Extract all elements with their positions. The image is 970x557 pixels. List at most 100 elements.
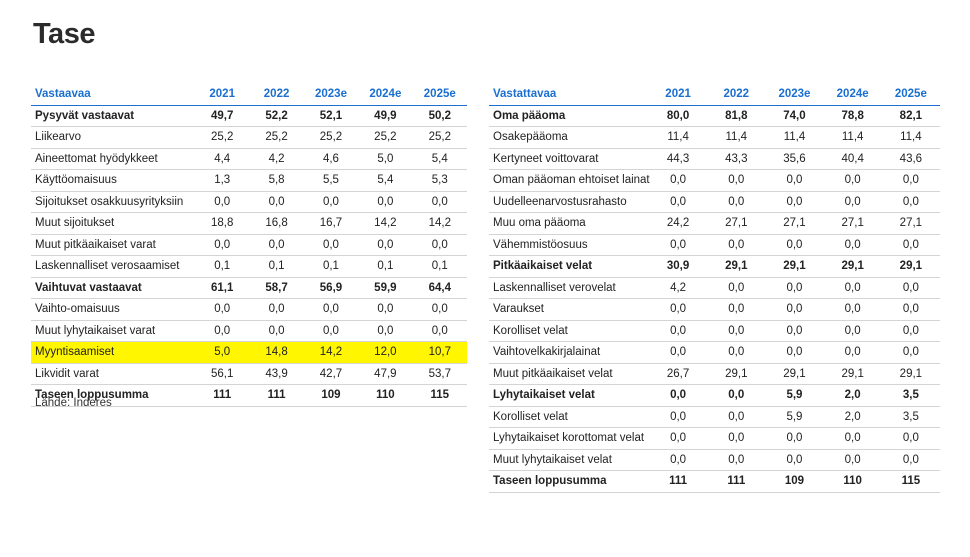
cell-value: 0,0 [377, 238, 394, 251]
cell-value: 0,0 [431, 195, 448, 208]
cell-value: 27,1 [725, 217, 748, 230]
cell-value: 44,3 [666, 152, 690, 165]
cell-value: 14,2 [428, 217, 451, 230]
cell-value: 5,0 [195, 341, 250, 363]
cell-value: 0,0 [431, 324, 448, 337]
row-label: Korolliset velat [493, 324, 568, 337]
cell-value: 0,0 [728, 174, 745, 187]
table-row: Muut pitkäaikaiset velat 26,7 29,1 29,1 29,1… [489, 363, 940, 385]
cell-value: 115 [430, 389, 450, 402]
cell-value: 0,0 [844, 303, 861, 316]
column-header: 2022 [707, 84, 766, 106]
cell-value: 111 [213, 389, 232, 402]
cell-value: 0,0 [786, 238, 803, 251]
table-row: Sijoitukset osakkuusyrityksiin 0,0 0,0 0,0 0… [31, 191, 467, 213]
cell-value: 10,7 [412, 341, 467, 363]
cell-value: 0,0 [268, 238, 285, 251]
cell-value: 47,9 [374, 367, 397, 380]
cell-value: 0,0 [728, 281, 745, 294]
table-row: Lyhytaikaiset velat 0,0 0,0 5,9 2,0 3,5 [489, 385, 940, 406]
cell-value: 0,0 [786, 346, 803, 359]
row-label: Korolliset velat [493, 410, 568, 423]
cell-value: 29,1 [841, 367, 864, 380]
cell-value: 0,0 [322, 324, 339, 337]
cell-value: 49,9 [374, 109, 397, 122]
table-row: Pysyvät vastaavat 49,7 52,2 52,1 49,9 50,2 [31, 105, 467, 127]
cell-value: 0,0 [844, 281, 861, 294]
row-label: Pysyvät vastaavat [35, 109, 135, 122]
row-label: Likvidit varat [35, 367, 99, 380]
cell-value: 0,0 [214, 238, 231, 251]
table-row: Aineettomat hyödykkeet 4,4 4,2 4,6 5,0 5,4 [31, 148, 467, 170]
row-label: Uudelleenarvostusrahasto [493, 195, 627, 208]
cell-value: 0,1 [268, 260, 285, 273]
cell-value: 74,0 [783, 109, 806, 122]
column-header: 2025e [881, 84, 940, 106]
cell-value: 4,2 [268, 152, 285, 165]
cell-value: 49,7 [211, 109, 234, 122]
cell-value: 52,2 [265, 109, 288, 122]
column-header: 2023e [765, 84, 824, 106]
cell-value: 29,1 [899, 260, 923, 273]
row-label: Lyhytaikaiset korottomat velat [493, 432, 645, 445]
cell-value: 0,0 [786, 195, 803, 208]
cell-value: 111 [669, 475, 688, 488]
cell-value: 0,0 [728, 432, 745, 445]
cell-value: 0,0 [670, 174, 687, 187]
cell-value: 25,2 [265, 131, 288, 144]
row-label: Pitkäaikaiset velat [493, 260, 593, 273]
cell-value: 5,5 [322, 174, 339, 187]
cell-value: 27,1 [899, 217, 923, 230]
cell-value: 0,0 [844, 432, 861, 445]
cell-value: 50,2 [428, 109, 451, 122]
column-header: 2021 [195, 84, 250, 106]
cell-value: 0,0 [728, 238, 745, 251]
cell-value: 0,0 [670, 238, 687, 251]
cell-value: 0,0 [670, 346, 687, 359]
cell-value: 3,5 [902, 410, 919, 423]
cell-value: 0,0 [431, 238, 448, 251]
table-row: Korolliset velat 0,0 0,0 5,9 2,0 3,5 [489, 406, 940, 428]
table-row: Taseen loppusumma 111 111 109 110 115 [489, 471, 940, 492]
cell-value: 27,1 [783, 217, 806, 230]
cell-value: 115 [901, 475, 921, 488]
table-row: Kertyneet voittovarat 44,3 43,3 35,6 40,4 43,… [489, 148, 940, 170]
cell-value: 58,7 [265, 281, 288, 294]
table-row: Muu oma pääoma 24,2 27,1 27,1 27,1 27,1 [489, 213, 940, 234]
row-label: Kertyneet voittovarat [493, 152, 599, 165]
cell-value: 0,0 [728, 195, 745, 208]
cell-value: 2,0 [844, 410, 861, 423]
cell-value: 0,0 [670, 432, 687, 445]
cell-value: 11,4 [900, 131, 922, 144]
cell-value: 0,1 [214, 260, 231, 273]
table-row: Laskennalliset verosaamiset 0,1 0,1 0,1 0,1 0… [31, 256, 467, 277]
cell-value: 43,9 [265, 367, 288, 380]
column-header: 2022 [249, 84, 304, 106]
row-label: Taseen loppusumma [493, 475, 607, 488]
cell-value: 0,0 [902, 346, 919, 359]
table-row: Vähemmistöosuus 0,0 0,0 0,0 0,0 0,0 [489, 234, 940, 256]
row-label: Taseen loppusumma [35, 389, 149, 402]
row-label: Varaukset [493, 303, 544, 316]
cell-value: 29,1 [725, 367, 748, 380]
row-label: Laskennalliset verosaamiset [35, 260, 180, 273]
cell-value: 14,2 [303, 341, 359, 363]
table-row: Vaihtuvat vastaavat 61,1 58,7 56,9 59,9 64,4 [31, 277, 467, 299]
cell-value: 0,0 [214, 303, 231, 316]
cell-value: 0,0 [728, 389, 745, 402]
cell-value: 14,8 [249, 341, 304, 363]
cell-value: 11,4 [841, 131, 864, 144]
cell-value: 0,0 [902, 195, 919, 208]
cell-value: 0,0 [728, 410, 745, 423]
cell-value: 43,6 [899, 152, 923, 165]
cell-value: 0,0 [670, 453, 687, 466]
cell-value: 81,8 [725, 109, 748, 122]
cell-value: 52,1 [319, 109, 343, 122]
cell-value: 2,0 [844, 389, 861, 402]
row-label: Muu oma pääoma [493, 217, 586, 230]
cell-value: 109 [321, 389, 341, 402]
cell-value: 4,6 [322, 152, 339, 165]
cell-value: 11,4 [725, 131, 748, 144]
cell-value: 5,4 [377, 174, 394, 187]
cell-value: 29,1 [783, 367, 806, 380]
